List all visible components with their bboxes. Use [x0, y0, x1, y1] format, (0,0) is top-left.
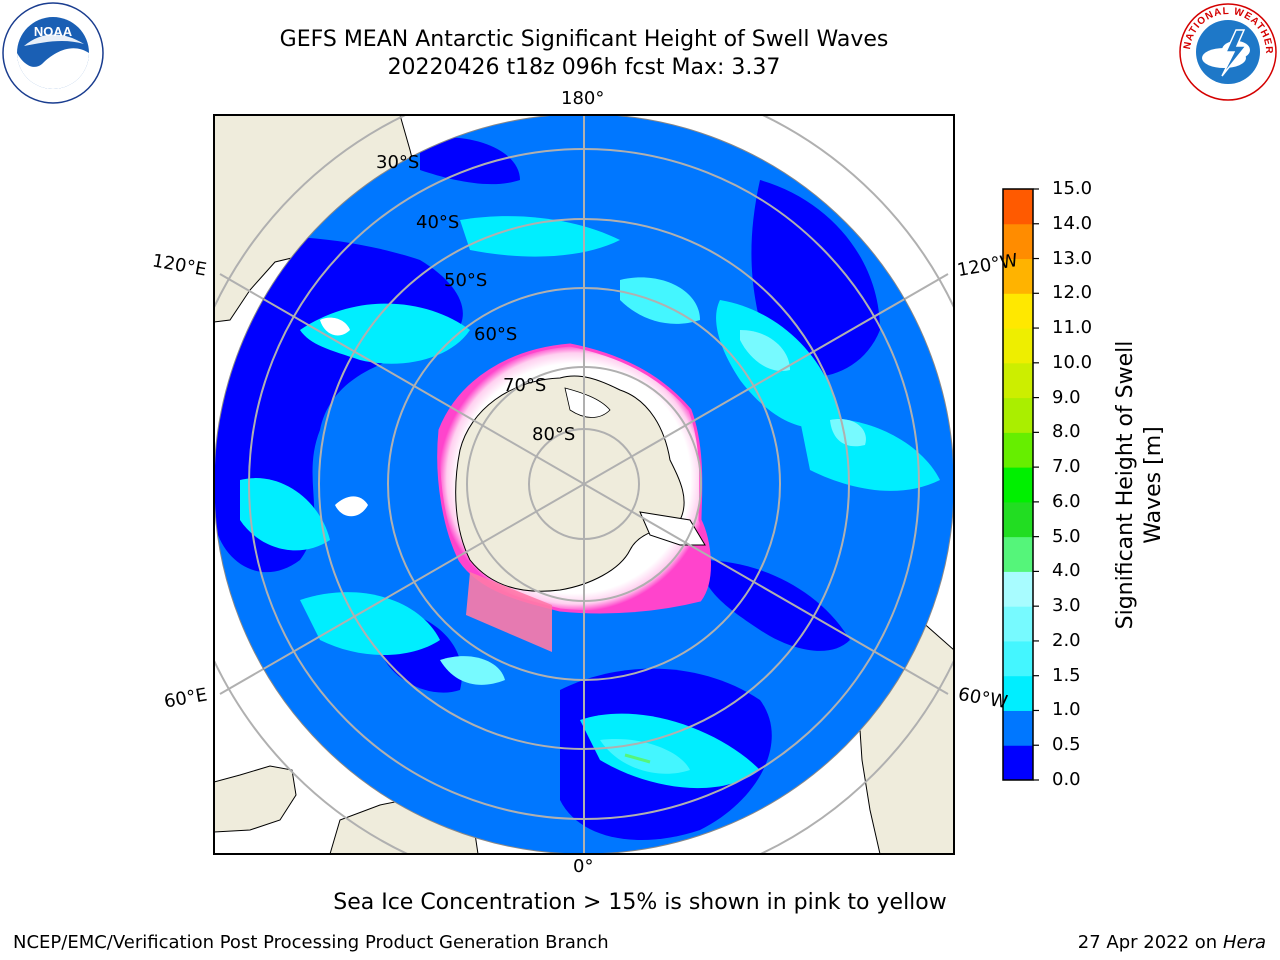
colorbar-bin	[1003, 328, 1033, 364]
colorbar-tick-label: 10.0	[1052, 351, 1093, 373]
footer-host: Hera	[1222, 932, 1266, 953]
colorbar-tick-label: 0.5	[1052, 734, 1081, 756]
colorbar-tick-label: 5.0	[1052, 525, 1081, 547]
colorbar-tick-label: 6.0	[1052, 490, 1081, 512]
colorbar-tick-label: 11.0	[1052, 317, 1093, 339]
footer-date-text: 27 Apr 2022 on	[1077, 932, 1223, 953]
sea-ice-note: Sea Ice Concentration > 15% is shown in …	[333, 890, 947, 915]
noaa-logo-text: NOAA	[34, 24, 73, 39]
colorbar-bin	[1003, 397, 1033, 433]
colorbar	[1003, 188, 1039, 781]
colorbar-label-line2: Waves [m]	[1141, 426, 1166, 544]
colorbar-bin	[1003, 223, 1033, 260]
lat-label-60s: 60°S	[474, 324, 518, 345]
colorbar-tick-label: 1.0	[1052, 699, 1081, 721]
lat-label-40s: 40°S	[416, 212, 460, 233]
colorbar-bin	[1003, 501, 1033, 538]
colorbar-tick-label: 7.0	[1052, 456, 1081, 478]
lat-label-80s: 80°S	[532, 424, 576, 445]
colorbar-bin	[1003, 571, 1033, 607]
colorbar-frame	[1002, 188, 1034, 781]
colorbar-tick-label: 12.0	[1052, 282, 1093, 304]
colorbar-tick-label: 15.0	[1052, 178, 1093, 199]
lat-label-30s: 30°S	[376, 152, 420, 173]
colorbar-label-line1: Significant Height of Swell	[1113, 340, 1138, 630]
colorbar-bin	[1003, 258, 1033, 294]
colorbar-tick-label: 3.0	[1052, 595, 1081, 617]
colorbar-tick-label: 4.0	[1052, 560, 1081, 582]
colorbar-bin	[1003, 675, 1033, 711]
graticule	[214, 115, 954, 854]
colorbar-tick-label: 0.0	[1052, 769, 1081, 790]
chart-title: GEFS MEAN Antarctic Significant Height o…	[279, 27, 889, 52]
colorbar-bin	[1003, 536, 1033, 572]
map-frame	[213, 114, 955, 855]
colorbar-tick-label: 2.0	[1052, 629, 1081, 651]
colorbar-tick-label: 1.5	[1052, 664, 1081, 686]
noaa-logo: NOAA	[2, 2, 104, 104]
colorbar-bin	[1003, 362, 1033, 399]
colorbar-bin	[1003, 432, 1033, 468]
colorbar-tick-label: 8.0	[1052, 421, 1081, 443]
colorbar-bin	[1003, 640, 1033, 677]
chart-subtitle: 20220426 t18z 096h fcst Max: 3.37	[387, 55, 781, 80]
colorbar-bin	[1003, 467, 1033, 503]
colorbar-tick-label: 13.0	[1052, 247, 1093, 269]
lon-label-0: 0°	[573, 856, 594, 877]
lon-label-180: 180°	[561, 88, 605, 109]
lat-label-50s: 50°S	[444, 270, 488, 291]
colorbar-bin	[1003, 710, 1033, 746]
nws-logo: NATIONAL WEATHER SERVICE	[1176, 2, 1277, 101]
colorbar-label: Significant Height of Swell Waves [m]	[1112, 341, 1168, 630]
map-plot-area	[214, 115, 954, 854]
colorbar-bin	[1003, 293, 1033, 329]
colorbar-bin	[1003, 745, 1033, 781]
colorbar-bin	[1003, 606, 1033, 642]
lat-label-70s: 70°S	[503, 375, 547, 396]
colorbar-tick-label: 14.0	[1052, 212, 1093, 234]
colorbar-tick-label: 9.0	[1052, 386, 1081, 408]
footer-branch: NCEP/EMC/Verification Post Processing Pr…	[13, 932, 609, 953]
colorbar-bin	[1003, 189, 1033, 225]
footer-date: 27 Apr 2022 on Hera	[1078, 932, 1266, 953]
